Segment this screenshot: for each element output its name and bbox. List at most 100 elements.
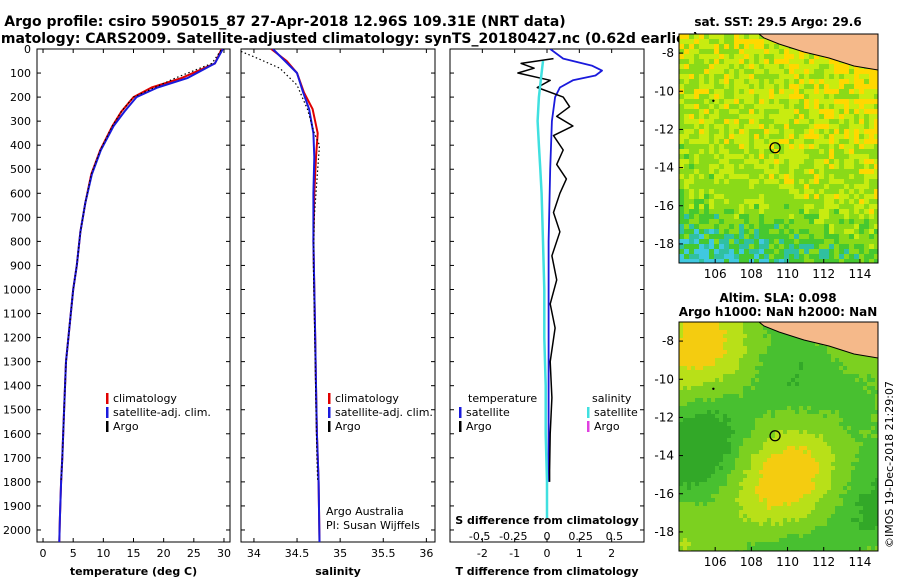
map-cell (754, 174, 760, 180)
map-cell (849, 104, 855, 110)
map-cell (789, 194, 795, 200)
map-cell (809, 244, 815, 250)
map-cell (803, 430, 808, 435)
map-cell (831, 486, 836, 491)
map-cell (815, 406, 820, 411)
map-cell (709, 224, 715, 230)
map-cell (829, 254, 835, 260)
map-cell (751, 414, 756, 419)
map-cell (723, 386, 728, 391)
map-cell (811, 390, 816, 395)
map-cell (815, 482, 820, 487)
map-cell (804, 94, 810, 100)
map-cell (834, 169, 840, 175)
map-cell (759, 204, 765, 210)
map-cell (703, 338, 708, 343)
map-cell (684, 239, 690, 245)
map-cell (723, 466, 728, 471)
map-cell (767, 534, 772, 539)
map-cell (847, 454, 852, 459)
map-cell (794, 74, 800, 80)
map-cell (735, 530, 740, 535)
map-cell (871, 462, 876, 467)
map-cell (749, 249, 755, 255)
map-cell (755, 322, 760, 327)
map-cell (734, 99, 740, 105)
map-cell (715, 362, 720, 367)
map-cell (849, 189, 855, 195)
map-cell (803, 510, 808, 515)
map-cell (683, 450, 688, 455)
map-cell (707, 450, 712, 455)
map-cell (747, 502, 752, 507)
map-cell (707, 518, 712, 523)
map-cell (779, 418, 784, 423)
map-cell (863, 494, 868, 499)
map-cell (749, 84, 755, 90)
map-cell (795, 510, 800, 515)
map-cell (863, 386, 868, 391)
map-cell (789, 49, 795, 55)
map-cell (739, 214, 745, 220)
map-x-tick-label: 110 (776, 267, 799, 281)
map-cell (739, 254, 745, 260)
map-cell (795, 486, 800, 491)
legend-label-argo: Argo (113, 420, 139, 433)
map-cell (811, 450, 816, 455)
map-cell (854, 214, 860, 220)
map-cell (763, 390, 768, 395)
map-cell (764, 104, 770, 110)
map-cell (827, 450, 832, 455)
map-cell (763, 522, 768, 527)
map-cell (764, 94, 770, 100)
map-cell (783, 430, 788, 435)
map-cell (791, 446, 796, 451)
map-cell (694, 89, 700, 95)
legend-label-satellite-adj-clim-: satellite-adj. clim. (113, 406, 211, 419)
map-cell (751, 474, 756, 479)
map-cell (699, 179, 705, 185)
map-cell (847, 414, 852, 419)
map-cell (719, 506, 724, 511)
map-cell (695, 378, 700, 383)
map-y-tick-label: -14 (654, 161, 674, 175)
map-cell (727, 538, 732, 543)
map-cell (715, 522, 720, 527)
map-cell (699, 199, 705, 205)
map-cell (827, 522, 832, 527)
map-cell (704, 49, 710, 55)
map-cell (703, 334, 708, 339)
map-cell (844, 119, 850, 125)
map-cell (819, 104, 825, 110)
map-cell (683, 454, 688, 459)
map-cell (687, 334, 692, 339)
map-cell (687, 366, 692, 371)
map-cell (691, 398, 696, 403)
map-cell (859, 458, 864, 463)
map-cell (735, 402, 740, 407)
map-cell (703, 434, 708, 439)
map-cell (679, 438, 684, 443)
map-cell (789, 79, 795, 85)
map-cell (763, 402, 768, 407)
map-cell (699, 370, 704, 375)
map-cell (779, 342, 784, 347)
map-cell (779, 154, 785, 160)
map-cell (775, 410, 780, 415)
map-cell (679, 184, 685, 190)
map-cell (783, 410, 788, 415)
map-cell (871, 418, 876, 423)
map-cell (834, 234, 840, 240)
map-cell (763, 382, 768, 387)
map-cell (754, 39, 760, 45)
map-cell (719, 249, 725, 255)
map-cell (783, 482, 788, 487)
map-cell (735, 362, 740, 367)
map-cell (751, 386, 756, 391)
map-cell (719, 366, 724, 371)
map-cell (794, 204, 800, 210)
map-cell (843, 354, 848, 359)
map-cell (843, 454, 848, 459)
map-cell (783, 534, 788, 539)
map-cell (715, 534, 720, 539)
